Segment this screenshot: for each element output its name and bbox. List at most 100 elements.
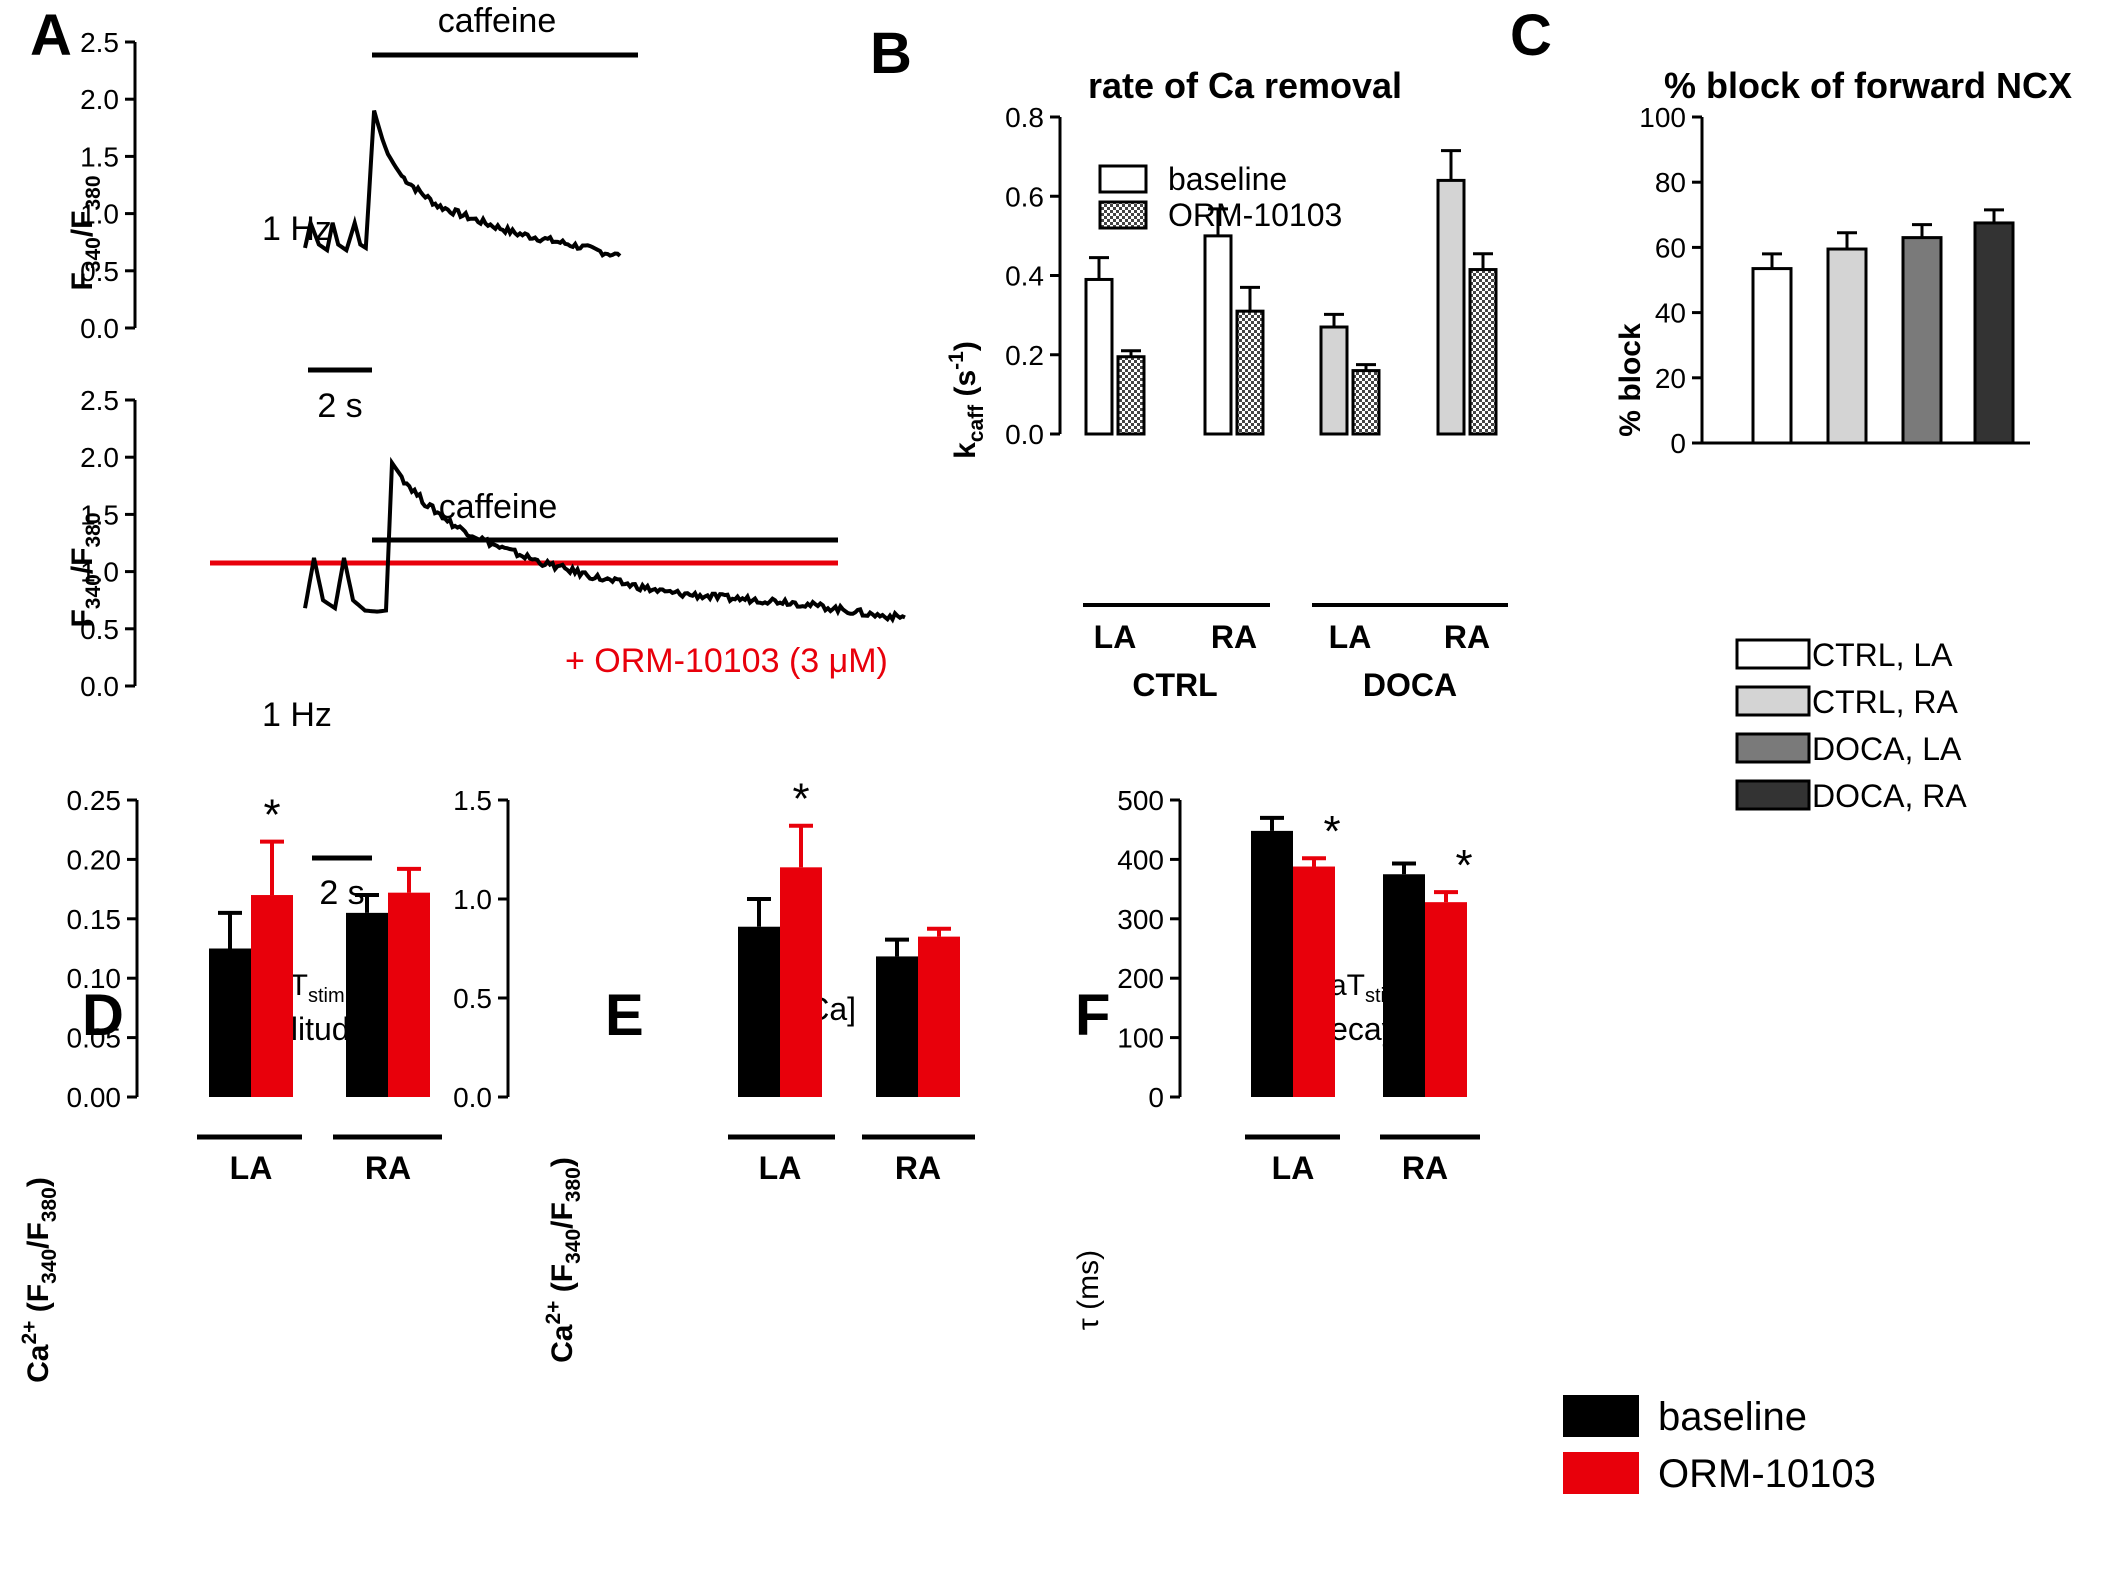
legend-swatch (1735, 779, 1811, 811)
y-tick-label: 0.8 (1005, 102, 1044, 133)
y-tick-label: 400 (1117, 844, 1164, 875)
y-tick-label: 0.4 (1005, 261, 1044, 292)
bar-2 (1901, 236, 1943, 445)
bar-0 (1751, 267, 1793, 445)
panel-c: % block of forward NCX 0 20 40 60 80 100 % bl… (1614, 65, 2072, 814)
bar-baseline (1436, 178, 1466, 436)
legend-swatch-baseline (1563, 1395, 1639, 1437)
legend-swatch-baseline (1098, 164, 1148, 194)
panel-e-bars: LA * RA (728, 775, 975, 1186)
bar-orm (1425, 902, 1467, 1097)
legend-label-baseline: baseline (1168, 161, 1287, 197)
y-tick-label: 1.5 (453, 785, 492, 816)
time-scalebar-label: 2 s (317, 387, 362, 425)
category-label: RA (1444, 619, 1490, 655)
panel-c-ticks: 0 20 40 60 80 100 (1639, 102, 1702, 459)
panel-f-ticks: 0 100 200 300 400 500 (1117, 785, 1180, 1113)
y-tick-label: 1.5 (80, 141, 119, 172)
y-tick-label: 2.5 (80, 385, 119, 416)
y-tick-label: 1.0 (80, 199, 119, 230)
bar-orm (780, 867, 822, 1097)
category-label: RA (895, 1150, 941, 1186)
panel-f-ylabel: τ (ms) (1072, 1250, 1105, 1330)
panel-b-ticks: 0.0 0.2 0.4 0.6 0.8 (1005, 102, 1060, 450)
bar-baseline (1251, 830, 1293, 1097)
caffeine-label: caffeine (439, 488, 557, 526)
y-tick-label: 100 (1639, 102, 1686, 133)
pacing-label: 1 Hz (262, 210, 332, 248)
y-tick-label: 80 (1655, 167, 1686, 198)
panel-letter-d: D (82, 983, 124, 1048)
y-tick-label: 200 (1117, 963, 1164, 994)
shared-legend: baseline ORM-10103 (1563, 1395, 1876, 1496)
legend-label: CTRL, LA (1812, 637, 1953, 673)
panel-a-top: 0.0 0.5 1.0 1.5 2.0 2.5 F340/F380 caffeine 1 … (66, 2, 638, 425)
bar-baseline (1319, 325, 1349, 436)
y-tick-label: 0.5 (80, 614, 119, 645)
legend-label-orm: ORM-10103 (1168, 197, 1342, 233)
panel-c-ylabel: % block (1614, 323, 1647, 437)
category-label: LA (1094, 619, 1137, 655)
panel-b-bars: LA RA LA RA (1084, 149, 1498, 655)
panel-a-top-ylabel: F340/F380 (66, 175, 105, 290)
bar-baseline (346, 912, 388, 1097)
bar-3 (1973, 221, 2015, 445)
bar-baseline (1084, 277, 1114, 436)
y-tick-label: 1.0 (80, 557, 119, 588)
panel-letter-f: F (1075, 983, 1110, 1048)
panel-a-bottom-ticks: 0.0 0.5 1.0 1.5 2.0 2.5 (80, 385, 135, 702)
panel-e: SR [Ca] 0.00.51.01.5 LA*RA Ca2+ (F340/F3… (453, 775, 975, 1363)
panel-d-ticks: 0.00 0.05 0.10 0.15 0.20 0.25 (67, 785, 137, 1113)
category-label: RA (1211, 619, 1257, 655)
category-label: LA (1272, 1150, 1315, 1186)
legend-swatch (1735, 732, 1811, 764)
panel-f-bars: LA * RA * (1245, 807, 1480, 1186)
y-tick-label: 2.0 (80, 442, 119, 473)
bar-orm (1116, 355, 1146, 436)
y-tick-label: 1.0 (453, 884, 492, 915)
y-tick-label: 0.5 (80, 256, 119, 287)
panel-b-ylabel: kcaff (s-1) (945, 341, 988, 459)
panel-c-legend: CTRL, LA CTRL, RA DOCA, LA DOCA, RA (1735, 637, 1967, 814)
bar-orm (251, 895, 293, 1097)
y-tick-label: 0.05 (67, 1023, 122, 1054)
legend-label: DOCA, RA (1812, 778, 1967, 814)
y-tick-label: 40 (1655, 298, 1686, 329)
y-tick-label: 0.5 (453, 983, 492, 1014)
y-tick-label: 0.25 (67, 785, 122, 816)
y-tick-label: 60 (1655, 232, 1686, 263)
panel-d-ylabel: Ca2+ (F340/F380) (18, 1177, 61, 1383)
legend-swatch-orm (1563, 1452, 1639, 1494)
significance-star: * (263, 791, 280, 840)
caffeine-label: caffeine (438, 2, 556, 40)
bar-1 (1826, 247, 1868, 445)
panel-c-bars (1751, 208, 2015, 445)
panel-e-ticks: 0.0 0.5 1.0 1.5 (453, 785, 508, 1113)
y-tick-label: 0.20 (67, 844, 122, 875)
panel-d-bars: LA * RA (197, 791, 442, 1186)
time-scalebar-label: 2 s (319, 874, 364, 912)
panel-a-bottom-ylabel: F340/F380 (66, 512, 105, 627)
y-tick-label: 2.5 (80, 27, 119, 58)
significance-star: * (1323, 807, 1340, 856)
panel-letter-e: E (605, 983, 644, 1048)
calcium-trace-baseline (303, 110, 622, 258)
legend-swatch (1735, 685, 1811, 717)
pacing-label: 1 Hz (262, 696, 332, 734)
y-tick-label: 2.0 (80, 84, 119, 115)
significance-star: * (792, 775, 809, 824)
bar-orm (918, 936, 960, 1097)
legend-label: DOCA, LA (1812, 731, 1962, 767)
significance-star: * (1455, 841, 1472, 890)
y-tick-label: 0.0 (80, 313, 119, 344)
y-tick-label: 0 (1148, 1082, 1164, 1113)
legend-label-orm: ORM-10103 (1658, 1452, 1876, 1496)
bar-baseline (1383, 874, 1425, 1097)
bar-baseline (209, 948, 251, 1097)
y-tick-label: 0.6 (1005, 181, 1044, 212)
panel-a-bottom: 0.0 0.5 1.0 1.5 2.0 2.5 F340/F380 caffeine + … (66, 385, 906, 912)
panel-b: rate of Ca removal 0.00.20.40.60.8 LA RA L… (945, 65, 1508, 703)
category-label: RA (365, 1150, 411, 1186)
